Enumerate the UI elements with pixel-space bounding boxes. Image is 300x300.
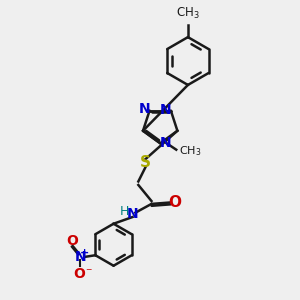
Text: S: S xyxy=(140,155,151,170)
Text: $^-$: $^-$ xyxy=(84,267,93,277)
Text: N: N xyxy=(160,103,172,117)
Text: N: N xyxy=(159,136,171,150)
Text: N: N xyxy=(139,102,150,116)
Text: CH$_3$: CH$_3$ xyxy=(178,144,201,158)
Text: O: O xyxy=(74,267,85,281)
Text: H: H xyxy=(120,205,129,218)
Text: O: O xyxy=(66,234,78,248)
Text: +: + xyxy=(80,248,89,258)
Text: CH$_3$: CH$_3$ xyxy=(176,6,200,21)
Text: N: N xyxy=(75,250,87,264)
Text: O: O xyxy=(168,195,181,210)
Text: N: N xyxy=(127,207,138,221)
